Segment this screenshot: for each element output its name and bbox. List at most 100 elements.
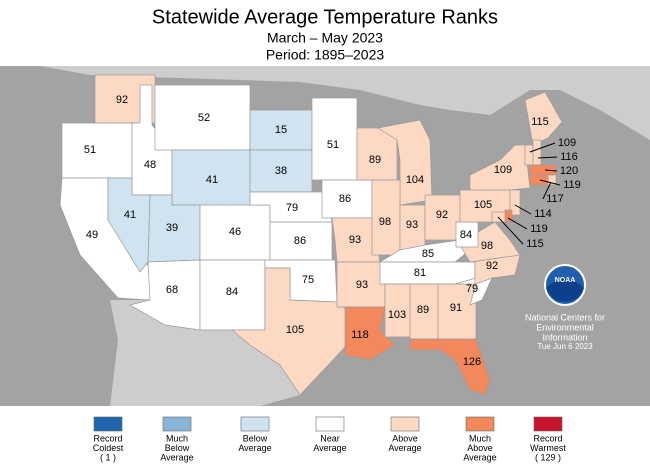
state-rank: 126 xyxy=(463,356,481,368)
legend-label: Record xyxy=(93,433,122,443)
leader-line xyxy=(544,169,558,172)
state-rank: 81 xyxy=(414,267,426,279)
legend-label: Average xyxy=(313,443,346,453)
legend-label: ( 129 ) xyxy=(535,452,561,462)
state-rank: 84 xyxy=(226,286,238,298)
state-rank: 109 xyxy=(558,137,576,149)
state-rank: 41 xyxy=(206,174,218,186)
state-rank: 93 xyxy=(349,234,361,246)
legend-label: Average xyxy=(463,452,496,462)
state-rank: 41 xyxy=(124,209,136,221)
state xyxy=(524,144,534,166)
leader-line xyxy=(537,156,558,159)
credit-line: Environmental xyxy=(536,322,594,332)
state-rank: 68 xyxy=(166,284,178,296)
legend-swatch xyxy=(162,416,192,432)
state-rank: 75 xyxy=(302,274,314,286)
logo-wave xyxy=(546,279,584,302)
state-rank: 93 xyxy=(356,279,368,291)
state-rank: 98 xyxy=(481,240,493,252)
legend-label: Much xyxy=(166,433,188,443)
state-rank: 118 xyxy=(351,329,369,341)
state-rank: 48 xyxy=(144,159,156,171)
state-rank: 79 xyxy=(286,202,298,214)
legend-label: Below xyxy=(243,433,268,443)
legend-swatch xyxy=(93,416,123,432)
state xyxy=(61,122,133,179)
state-rank: 117 xyxy=(546,193,564,205)
state-rank: 98 xyxy=(379,216,391,228)
legend-swatch xyxy=(533,416,563,432)
state-rank: 105 xyxy=(286,324,304,336)
leader-line xyxy=(514,204,532,215)
state xyxy=(524,91,563,146)
canada xyxy=(0,66,650,140)
state-rank: 109 xyxy=(494,164,512,176)
state xyxy=(231,267,348,396)
state-rank: 92 xyxy=(436,209,448,221)
state-rank: 103 xyxy=(388,309,406,321)
leader-line xyxy=(507,217,528,230)
state xyxy=(532,139,542,166)
state-rank: 89 xyxy=(369,154,381,166)
legend-label: Warmest xyxy=(530,443,566,453)
state-rank: 91 xyxy=(450,302,462,314)
state-rank: 115 xyxy=(526,238,544,250)
state xyxy=(409,338,491,396)
state-rank: 116 xyxy=(560,151,578,163)
state-rank: 38 xyxy=(275,165,287,177)
state xyxy=(469,254,521,285)
period: Period: 1895–2023 xyxy=(266,47,385,63)
state-rank: 46 xyxy=(229,226,241,238)
legend-label: Much xyxy=(469,433,491,443)
legend-label: Average xyxy=(238,443,271,453)
legend-swatch xyxy=(315,416,345,432)
leader-line xyxy=(539,179,561,186)
state-rank: 86 xyxy=(294,235,306,247)
state-rank: 115 xyxy=(531,116,549,128)
leader-line xyxy=(497,216,524,245)
subtitle: March – May 2023 xyxy=(267,30,383,46)
logo-text: NOAA xyxy=(555,277,576,284)
state-rank: 92 xyxy=(116,94,128,106)
state-rank: 51 xyxy=(84,144,96,156)
state-rank: 105 xyxy=(474,199,492,211)
state-rank: 120 xyxy=(560,165,578,177)
legend-swatch xyxy=(240,416,270,432)
leader-line xyxy=(529,142,556,153)
state-rank: 119 xyxy=(530,223,548,235)
state xyxy=(509,189,521,216)
state xyxy=(529,174,549,186)
state-rank: 51 xyxy=(327,139,339,151)
legend-swatch xyxy=(465,416,495,432)
state-rank: 114 xyxy=(534,208,552,220)
title: Statewide Average Temperature Ranks xyxy=(152,6,498,28)
leader-line xyxy=(542,181,552,200)
mexico xyxy=(110,300,300,406)
states: 92 51 49 48 41 52 41 39 46 68 84 15 38 79 86 75 105 51 86 9… xyxy=(59,74,581,396)
state xyxy=(529,164,557,176)
legend-label: Coldest xyxy=(93,443,124,453)
legend-label: ( 1 ) xyxy=(100,452,116,462)
state-rank: 86 xyxy=(339,193,351,205)
state-rank: 93 xyxy=(406,219,418,231)
state-rank: 15 xyxy=(275,124,287,136)
legend-label: Above xyxy=(392,433,418,443)
legend-swatch xyxy=(390,416,420,432)
state-rank: 84 xyxy=(460,229,472,241)
legend-label: Below xyxy=(165,443,190,453)
state-rank: 39 xyxy=(166,222,178,234)
credit: National Centers forEnvironmentalInforma… xyxy=(525,312,605,351)
credit-line: Information xyxy=(542,332,587,342)
legend-label: Average xyxy=(160,452,193,462)
legend-label: Average xyxy=(388,443,421,453)
state xyxy=(377,119,433,206)
state xyxy=(379,261,476,285)
legend-label: Above xyxy=(467,443,493,453)
legend-label: Record xyxy=(533,433,562,443)
legend-label: Near xyxy=(320,433,340,443)
state-rank: 79 xyxy=(466,283,478,295)
state-rank: 104 xyxy=(406,174,424,186)
